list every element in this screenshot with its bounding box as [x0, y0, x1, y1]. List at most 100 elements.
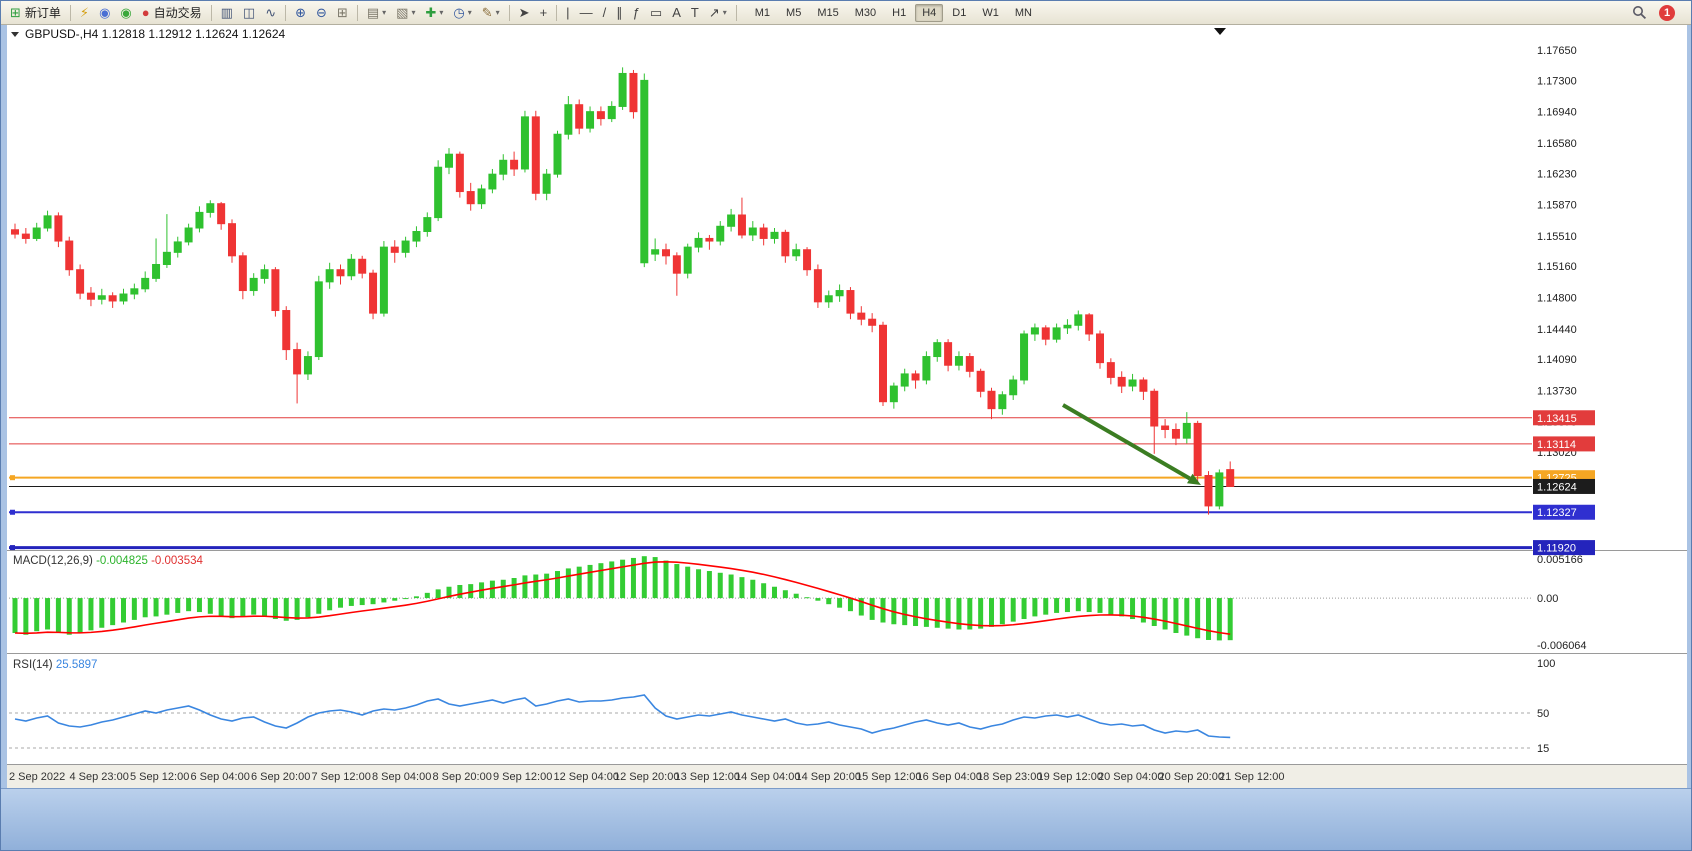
bar-chart-button[interactable]: ▥ — [217, 3, 237, 23]
profiles-dropdown[interactable]: ▾ — [411, 8, 416, 17]
timeframe-m1[interactable]: M1 — [754, 6, 771, 19]
notification-badge[interactable]: 1 — [1659, 4, 1675, 21]
indicators-button[interactable]: ✚ ▾ — [421, 3, 447, 23]
time-axis-strip[interactable] — [7, 764, 1687, 788]
market-button[interactable]: ◉ — [116, 3, 135, 23]
candle — [206, 200, 215, 218]
macd-bar — [1140, 598, 1146, 623]
arrow-annotation[interactable] — [1061, 403, 1201, 485]
macd-bar — [706, 571, 712, 599]
timeframe-m30[interactable]: M30 — [854, 6, 877, 19]
candle — [141, 271, 150, 293]
svg-text:15: 15 — [1537, 743, 1549, 755]
candle — [987, 387, 996, 420]
tile-windows-button[interactable]: ⊞ — [333, 3, 352, 23]
shift-marker-icon[interactable] — [1214, 28, 1226, 35]
timeframe-h1[interactable]: H1 — [892, 6, 907, 19]
new-chart-button[interactable]: ▤ ▾ — [363, 3, 390, 23]
line-handle[interactable] — [10, 509, 15, 515]
timeframe-mn[interactable]: MN — [1014, 6, 1032, 19]
macd-bar — [446, 586, 452, 599]
vertical-line-button[interactable]: | — [562, 3, 573, 23]
line-handle[interactable] — [10, 545, 15, 551]
macd-bar — [576, 566, 582, 599]
timeframe-m15[interactable]: M15 — [817, 6, 839, 19]
candle — [32, 222, 41, 242]
candle — [857, 306, 866, 326]
cursor-button[interactable]: ➤ — [515, 3, 534, 23]
macd-bar — [186, 598, 192, 612]
templates-dropdown[interactable]: ▾ — [495, 8, 500, 17]
zoom-out-button[interactable]: ⊖ — [312, 3, 331, 23]
toolbar-separator — [735, 4, 737, 21]
macd-bar — [793, 593, 799, 599]
macd-bar — [1162, 598, 1168, 630]
market-icon: ◉ — [120, 5, 132, 20]
templates-button[interactable]: ✎ ▾ — [478, 3, 504, 23]
price-badge-1.12327: 1.12327 — [1533, 504, 1595, 520]
line-chart-button[interactable]: ∿ — [261, 3, 280, 23]
svg-text:1.15870: 1.15870 — [1537, 200, 1577, 212]
line-handle[interactable] — [10, 475, 15, 481]
candle — [651, 238, 660, 262]
macd-bar — [1151, 598, 1157, 627]
macd-bar — [305, 598, 311, 618]
auto-trading-button[interactable]: ● 自动交易 — [138, 3, 206, 23]
candlestick-chart-button[interactable]: ◫ — [239, 3, 259, 23]
price-line-1.11920[interactable] — [9, 545, 1532, 551]
svg-text:1.16580: 1.16580 — [1537, 138, 1577, 150]
horizontal-line-icon: — — [579, 5, 593, 20]
price-line-1.12725[interactable] — [9, 475, 1532, 481]
macd-bar — [66, 598, 72, 635]
timeframe-d1[interactable]: D1 — [952, 6, 967, 19]
timeframe-m5[interactable]: M5 — [786, 6, 802, 19]
macd-bar — [262, 598, 268, 617]
horizontal-line-button[interactable]: — — [576, 3, 597, 23]
text-label-button[interactable]: T — [687, 3, 703, 23]
text-button[interactable]: A — [668, 3, 685, 23]
candle — [727, 208, 736, 232]
candle — [846, 287, 855, 320]
chart-canvas[interactable]: 1.17650 1.17300 1.16940 1.16580 1.16230 1.158… — [7, 25, 1687, 788]
macd-bar — [717, 572, 723, 599]
macd-bar — [761, 583, 767, 599]
time-axis[interactable]: 2 Sep 2022 4 Sep 23:00 5 Sep 12:00 6 Sep 04… — [9, 771, 1284, 783]
candle — [445, 148, 453, 175]
periods-dropdown[interactable]: ▾ — [467, 8, 472, 17]
candle — [1161, 419, 1170, 439]
search-icon[interactable] — [1632, 5, 1647, 20]
zoom-in-button[interactable]: ⊕ — [291, 3, 310, 23]
strategy-tester-button[interactable]: ⚡ — [76, 3, 93, 23]
timeframe-h4[interactable]: H4 — [915, 3, 944, 22]
price-line-1.12327[interactable] — [9, 509, 1532, 515]
svg-text:-0.006064: -0.006064 — [1537, 640, 1587, 652]
macd-bar — [240, 598, 246, 617]
indicators-icon: ✚ — [425, 5, 437, 20]
macd-bar — [1075, 598, 1081, 612]
candle — [705, 234, 714, 250]
timeframe-w1[interactable]: W1 — [982, 6, 999, 19]
periods-button[interactable]: ◷ ▾ — [449, 3, 475, 23]
macd-bar — [565, 568, 571, 599]
crosshair-button[interactable]: + — [536, 3, 552, 23]
profiles-button[interactable]: ▧ ▾ — [392, 3, 419, 23]
indicators-dropdown[interactable]: ▾ — [439, 8, 444, 17]
channel-button[interactable]: ∥ — [612, 3, 627, 23]
new-order-button[interactable]: ⊞ 新订单 — [6, 3, 65, 23]
chart-background — [7, 25, 1687, 788]
shapes-button[interactable]: ▭ — [646, 3, 666, 23]
candle — [900, 368, 909, 392]
price-badges: 1.134151.131141.127251.126241.123271.119… — [1533, 410, 1595, 556]
macd-bar — [370, 598, 376, 605]
arrows-button[interactable]: ↗ ▾ — [705, 3, 731, 23]
community-button[interactable]: ◉ — [95, 3, 114, 23]
svg-text:1.13730: 1.13730 — [1537, 385, 1577, 397]
candle — [683, 243, 692, 279]
fibonacci-button[interactable]: ƒ — [629, 3, 644, 23]
time-axis-label: 19 Sep 12:00 — [1038, 771, 1103, 783]
candle — [455, 151, 464, 198]
arrows-dropdown[interactable]: ▾ — [722, 8, 727, 17]
trendline-button[interactable]: / — [599, 3, 611, 23]
new-chart-dropdown[interactable]: ▾ — [382, 8, 387, 17]
symbol-dropdown-icon[interactable] — [11, 32, 19, 37]
